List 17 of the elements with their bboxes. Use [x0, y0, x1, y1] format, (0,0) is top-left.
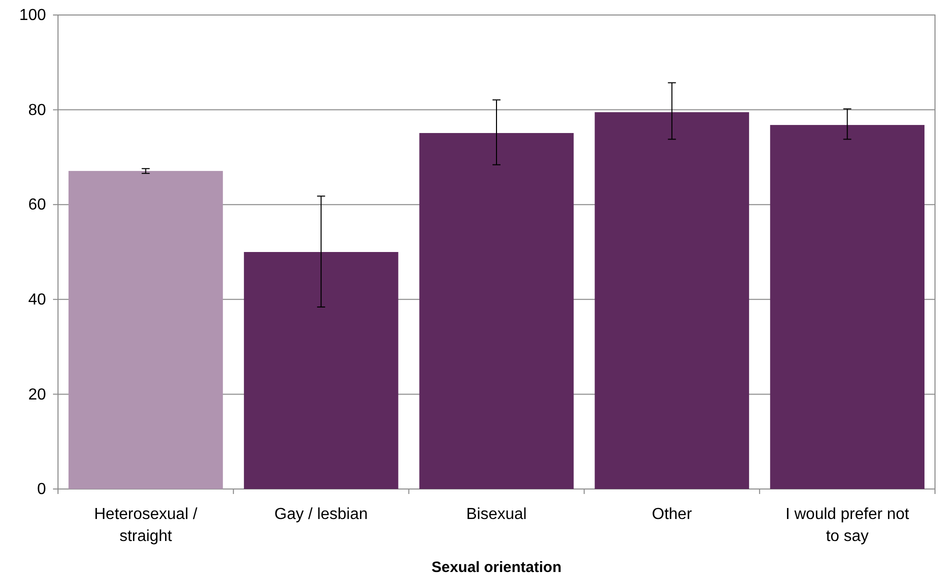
bar: [594, 112, 750, 489]
bar: [244, 252, 398, 489]
x-tick-label: Gay / lesbian: [274, 506, 368, 523]
x-axis-title: Sexual orientation: [431, 559, 562, 576]
y-tick-label: 40: [28, 292, 46, 309]
y-tick-label: 20: [28, 386, 46, 404]
y-tick-label: 80: [28, 102, 46, 119]
y-tick-label: 60: [28, 196, 46, 214]
x-tick-label: I would prefer not to say: [785, 506, 910, 545]
x-tick-label: Heterosexual / straight: [94, 506, 198, 545]
y-tick-label: 0: [37, 481, 46, 498]
x-tick-label: Bisexual: [466, 506, 527, 523]
bar: [68, 170, 223, 489]
y-tick-label: 100: [19, 7, 46, 24]
x-tick-label: Other: [652, 506, 693, 523]
bar: [419, 133, 574, 489]
bar: [770, 124, 924, 489]
